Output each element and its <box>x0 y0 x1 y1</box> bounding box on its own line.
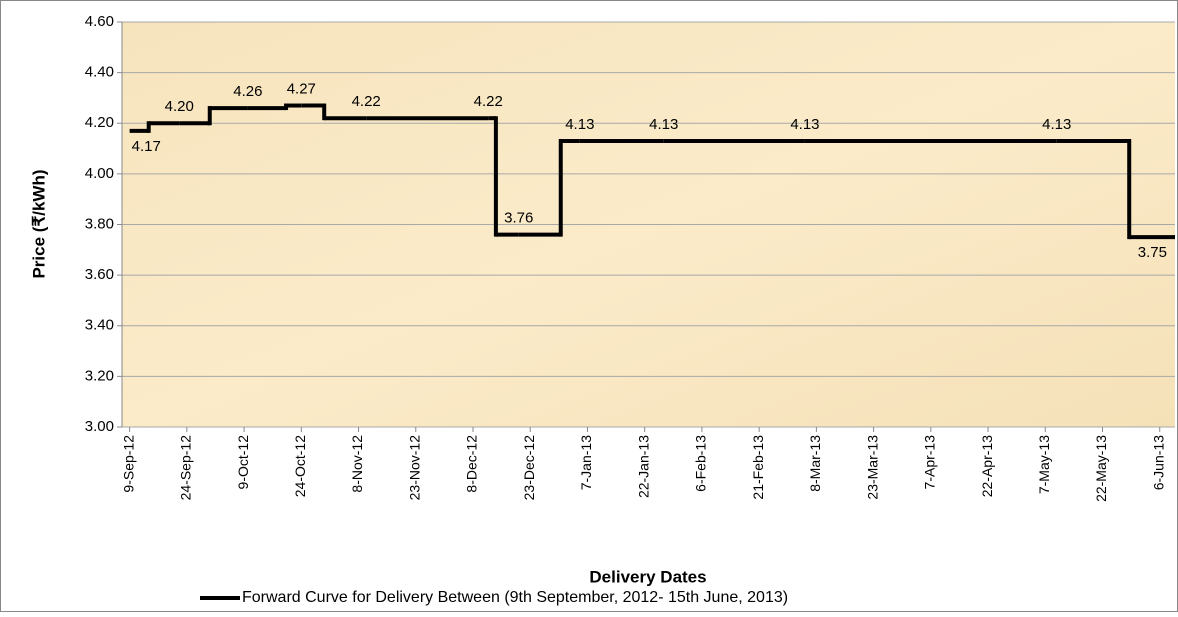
x-tick-label: 24-Oct-12 <box>292 435 308 497</box>
x-tick-label: 8-Nov-12 <box>349 435 365 493</box>
x-tick-label: 21-Feb-13 <box>750 435 766 500</box>
data-label: 4.13 <box>565 116 594 133</box>
y-tick-label: 3.80 <box>85 215 114 232</box>
data-label: 4.27 <box>287 81 316 98</box>
y-tick-label: 4.00 <box>85 165 114 182</box>
y-tick-label: 4.60 <box>85 13 114 30</box>
x-tick-label: 22-Apr-13 <box>979 435 995 497</box>
x-tick-label: 8-Dec-12 <box>464 435 480 493</box>
y-tick-label: 3.20 <box>85 367 114 384</box>
data-label: 4.20 <box>165 98 194 115</box>
x-tick-label: 7-Jan-13 <box>578 435 594 490</box>
data-label: 4.22 <box>352 93 381 110</box>
x-tick-label: 6-Jun-13 <box>1150 435 1166 490</box>
x-tick-label: 24-Sep-12 <box>178 435 194 501</box>
y-tick-label: 3.60 <box>85 266 114 283</box>
data-label: 4.13 <box>649 116 678 133</box>
y-tick-label: 4.20 <box>85 114 114 131</box>
x-tick-label: 23-Mar-13 <box>864 435 880 500</box>
x-axis-title: Delivery Dates <box>589 567 706 586</box>
x-tick-label: 8-Mar-13 <box>807 435 823 492</box>
x-tick-label: 23-Nov-12 <box>406 435 422 501</box>
y-tick-label: 4.40 <box>85 64 114 81</box>
x-tick-label: 9-Oct-12 <box>235 435 251 490</box>
data-label: 4.13 <box>790 116 819 133</box>
x-tick-label: 22-May-13 <box>1093 435 1109 502</box>
data-label: 4.26 <box>233 83 262 100</box>
x-tick-label: 6-Feb-13 <box>693 435 709 492</box>
data-label: 3.75 <box>1138 244 1167 261</box>
x-tick-label: 9-Sep-12 <box>120 435 136 493</box>
legend-label: Forward Curve for Delivery Between (9th … <box>242 589 788 606</box>
x-tick-label: 7-Apr-13 <box>922 435 938 490</box>
y-axis-title: Price (₹/kWh) <box>29 169 48 278</box>
data-label: 4.13 <box>1042 116 1071 133</box>
y-tick-label: 3.40 <box>85 317 114 334</box>
x-tick-label: 23-Dec-12 <box>521 435 537 501</box>
x-tick-label: 22-Jan-13 <box>635 435 651 498</box>
y-tick-label: 3.00 <box>85 418 114 435</box>
data-label: 4.22 <box>474 93 503 110</box>
data-label: 3.76 <box>504 210 533 227</box>
x-tick-label: 7-May-13 <box>1036 435 1052 494</box>
data-label: 4.17 <box>132 138 161 155</box>
